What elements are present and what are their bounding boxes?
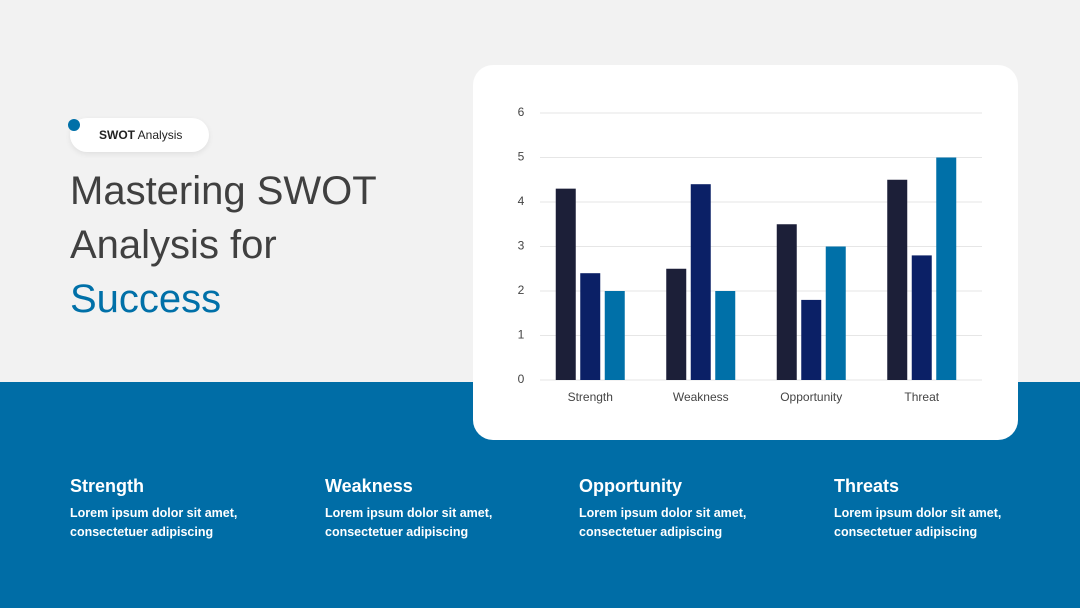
y-tick-label: 3 bbox=[518, 239, 525, 253]
card-text: consectetuer adipiscing bbox=[834, 525, 978, 539]
bar bbox=[776, 224, 797, 380]
card-text: consectetuer adipiscing bbox=[70, 525, 214, 539]
card-text: Lorem ipsum dolor sit amet, bbox=[325, 506, 493, 520]
bar bbox=[801, 299, 822, 380]
card-heading: Opportunity bbox=[579, 476, 682, 496]
badge-dot bbox=[68, 119, 80, 131]
card-heading: Threats bbox=[834, 476, 900, 496]
card: Threats Lorem ipsum dolor sit amet, consec… bbox=[834, 476, 1074, 542]
y-tick-label: 4 bbox=[518, 194, 525, 208]
bar bbox=[690, 184, 711, 380]
bar bbox=[936, 157, 957, 380]
x-tick-label: Threat bbox=[904, 390, 939, 404]
y-tick-label: 6 bbox=[518, 105, 525, 119]
bar bbox=[887, 179, 908, 380]
bar bbox=[580, 273, 601, 380]
bar bbox=[604, 291, 625, 380]
title-line: Mastering SWOT bbox=[70, 169, 377, 213]
y-tick-label: 2 bbox=[518, 283, 525, 297]
y-tick-label: 0 bbox=[518, 372, 525, 386]
card-heading: Strength bbox=[70, 476, 144, 496]
badge-text: Analysis bbox=[137, 128, 183, 142]
badge: SWOT Analysis bbox=[70, 118, 209, 152]
badge-bold: SWOT bbox=[99, 128, 135, 142]
y-tick-label: 1 bbox=[518, 328, 525, 342]
bar bbox=[825, 246, 846, 380]
x-tick-label: Strength bbox=[568, 390, 613, 404]
bar bbox=[555, 188, 576, 380]
card-heading: Weakness bbox=[325, 476, 413, 496]
card-text: Lorem ipsum dolor sit amet, bbox=[579, 506, 747, 520]
card-text: consectetuer adipiscing bbox=[579, 525, 723, 539]
title: Mastering SWOT Analysis for Success bbox=[70, 164, 377, 326]
bar bbox=[911, 255, 932, 380]
card: Weakness Lorem ipsum dolor sit amet, conse… bbox=[325, 476, 565, 542]
title-line: Analysis for bbox=[70, 223, 277, 267]
x-tick-label: Opportunity bbox=[780, 390, 842, 404]
bar bbox=[666, 268, 687, 380]
card-text: consectetuer adipiscing bbox=[325, 525, 469, 539]
y-tick-label: 5 bbox=[518, 150, 525, 164]
card: Opportunity Lorem ipsum dolor sit amet, co… bbox=[579, 476, 819, 542]
card: Strength Lorem ipsum dolor sit amet, conse… bbox=[70, 476, 310, 542]
title-highlight: Success bbox=[70, 277, 222, 321]
card-text: Lorem ipsum dolor sit amet, bbox=[834, 506, 1002, 520]
bar bbox=[715, 291, 736, 380]
x-tick-label: Weakness bbox=[673, 390, 729, 404]
card-text: Lorem ipsum dolor sit amet, bbox=[70, 506, 238, 520]
